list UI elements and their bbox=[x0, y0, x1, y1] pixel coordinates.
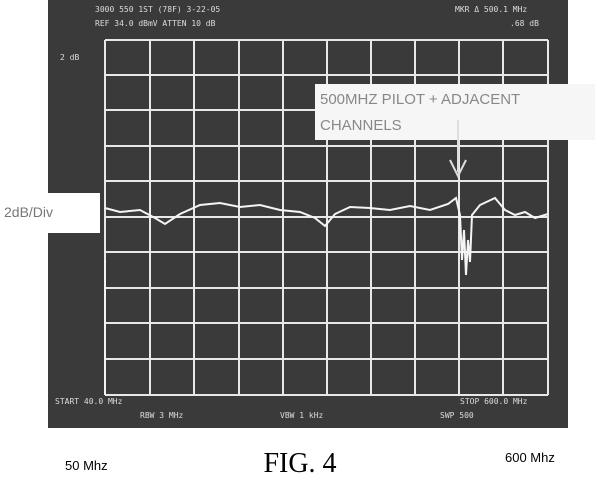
annotation: 500MHZ PILOT + ADJACENT bbox=[320, 91, 520, 108]
marker: MKR Δ 500.1 MHz bbox=[455, 5, 527, 14]
footer-text: VBW 1 kHz bbox=[280, 411, 324, 420]
header-line: 3000 550 1ST (78F) 3-22-05 bbox=[95, 5, 220, 14]
axis-stop: 600 Mhz bbox=[505, 450, 555, 465]
footer-text: SWP 500 bbox=[440, 411, 474, 420]
scale-label: 2dB/Div bbox=[4, 204, 53, 220]
axis-start: 50 Mhz bbox=[65, 458, 108, 473]
scale: 2 dB bbox=[60, 53, 79, 62]
caption: FIG. 4 bbox=[263, 448, 336, 479]
figure: 3000 550 1ST (78F) 3-22-05 REF 34.0 dBmV… bbox=[0, 0, 602, 481]
footer-text: RBW 3 MHz bbox=[140, 411, 184, 420]
screen bbox=[48, 0, 568, 428]
footer-text: START 40.0 MHz bbox=[55, 397, 123, 406]
header-line: REF 34.0 dBmV ATTEN 10 dB bbox=[95, 19, 216, 28]
annotation: CHANNELS bbox=[320, 117, 402, 134]
marker-value: .68 dB bbox=[510, 19, 539, 28]
footer-text: STOP 600.0 MHz bbox=[460, 397, 528, 406]
